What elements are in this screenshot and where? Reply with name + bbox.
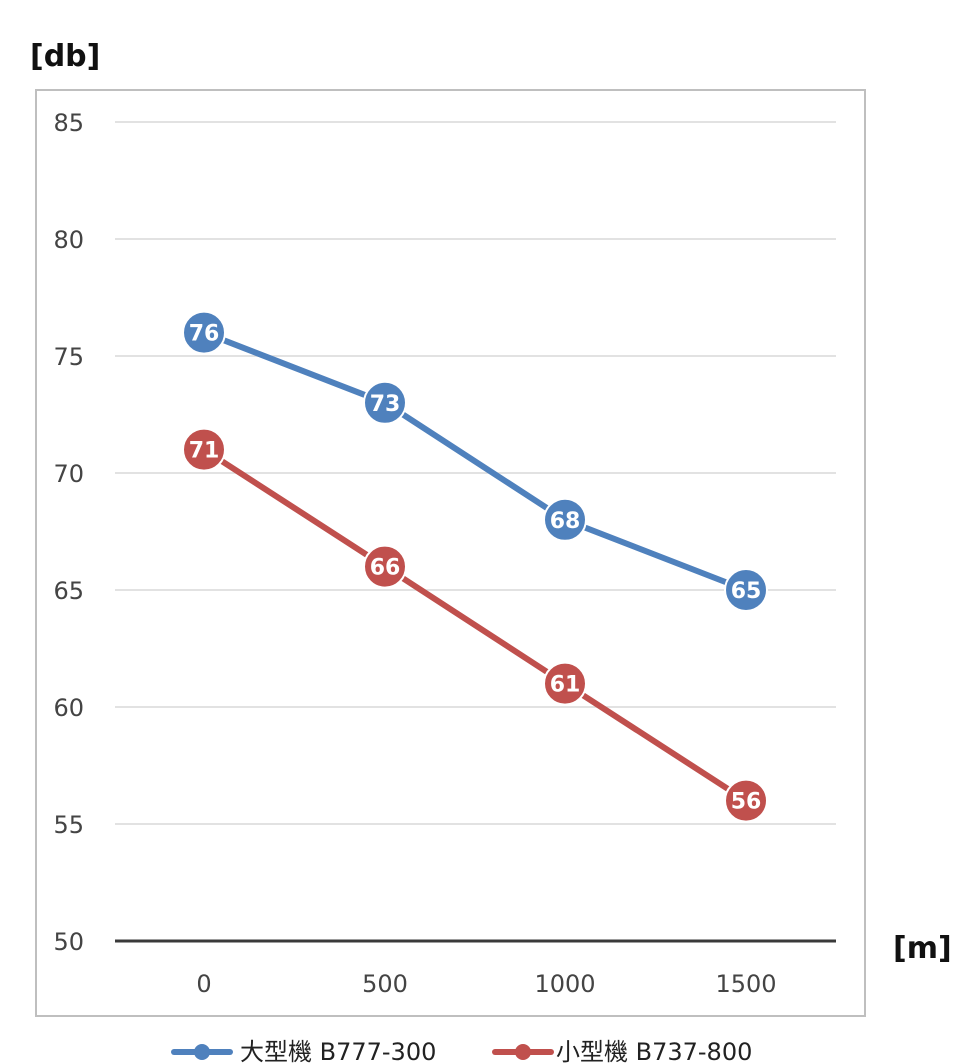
series-line bbox=[201, 446, 749, 804]
data-label: 73 bbox=[370, 392, 401, 417]
series-layer: 76 73 68 65 71 66 61 56 bbox=[182, 310, 768, 823]
data-point bbox=[724, 778, 768, 823]
legend-label: 大型機 B777-300 bbox=[240, 1038, 436, 1064]
y-tick-label: 60 bbox=[53, 694, 84, 722]
x-tick-label: 0 bbox=[196, 970, 211, 998]
data-point bbox=[182, 427, 226, 472]
legend-label: 小型機 B737-800 bbox=[556, 1038, 752, 1064]
legend-point-marker bbox=[194, 1044, 210, 1060]
data-label: 71 bbox=[189, 439, 220, 464]
data-point bbox=[543, 497, 587, 542]
y-tick-label: 65 bbox=[53, 577, 84, 605]
data-label: 66 bbox=[370, 556, 401, 581]
plot-area-border bbox=[35, 89, 866, 1017]
grid-layer bbox=[115, 121, 836, 943]
data-label: 65 bbox=[731, 579, 762, 604]
data-point bbox=[724, 568, 768, 612]
data-label: 76 bbox=[189, 322, 220, 347]
data-point bbox=[363, 380, 407, 425]
y-tick-label: 50 bbox=[53, 928, 84, 956]
legend: 大型機 B777-300 小型機 B737-800 bbox=[171, 1038, 752, 1064]
y-tick-label: 75 bbox=[53, 343, 84, 371]
y-axis-label: [db] bbox=[30, 39, 100, 74]
y-tick-label: 55 bbox=[53, 811, 84, 839]
data-point bbox=[182, 310, 226, 355]
y-tick-label: 85 bbox=[53, 109, 84, 137]
y-tick-label: 70 bbox=[53, 460, 84, 488]
y-tick-layer: 50 55 60 65 70 75 80 85 bbox=[53, 109, 84, 956]
x-axis-label: [m] bbox=[893, 931, 952, 966]
data-point bbox=[363, 544, 407, 589]
data-label: 61 bbox=[550, 673, 581, 698]
series-line bbox=[201, 329, 749, 593]
x-tick-label: 500 bbox=[362, 970, 408, 998]
x-tick-label: 1000 bbox=[534, 970, 595, 998]
data-point bbox=[543, 661, 587, 706]
data-label: 68 bbox=[550, 509, 581, 534]
x-tick-layer: 0 500 1000 1500 bbox=[196, 970, 776, 998]
legend-point-marker bbox=[515, 1044, 531, 1060]
x-tick-label: 1500 bbox=[715, 970, 776, 998]
y-tick-label: 80 bbox=[53, 226, 84, 254]
data-label: 56 bbox=[731, 790, 762, 815]
